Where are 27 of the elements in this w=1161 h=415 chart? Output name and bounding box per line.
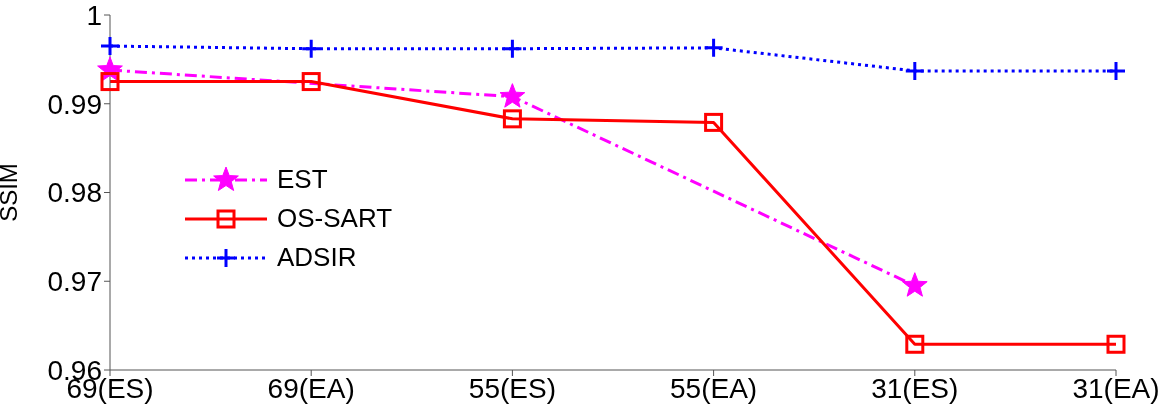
point [1105,60,1127,82]
y-tick-label: 1 [86,0,102,31]
point [100,72,120,92]
point [704,112,724,132]
x-tick-label: 55(ES) [468,372,556,404]
y-tick-label: 0.98 [47,177,102,209]
point [905,334,925,354]
point [1106,334,1126,354]
x-tick-label: 31(ES) [871,372,959,404]
y-tick-label: 0.97 [47,266,102,298]
x-tick-label: 69(EA) [267,372,355,404]
point [703,37,725,59]
point [499,83,526,108]
point [904,60,926,82]
x-tick-label: 31(EA) [1072,372,1160,404]
point [501,38,523,60]
x-tick-label: 55(EA) [670,372,758,404]
point [301,72,321,92]
legend-label: OS-SART [277,203,393,234]
point [99,35,121,57]
point [502,109,522,129]
point [300,38,322,60]
point [901,272,928,297]
legend-label: ADSIR [277,242,357,273]
y-axis-title: SSIM [0,163,22,222]
legend-label: EST [277,164,328,195]
y-tick-label: 0.99 [47,88,102,120]
